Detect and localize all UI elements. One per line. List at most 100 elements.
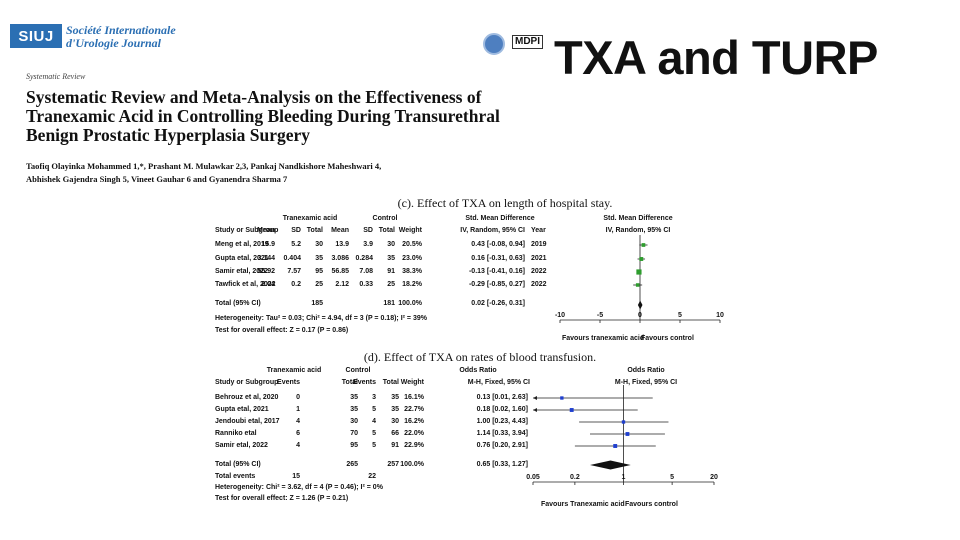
plot-d-cell: 35 [350,394,358,401]
plot-d-point [613,444,618,448]
plot-c-tick-label: 0 [638,312,642,319]
plot-d-cell: 4 [296,418,300,425]
article-title-line3: Benign Prostatic Hyperplasia Surgery [26,125,311,145]
plot-d-cell: 3 [372,394,376,401]
plot-c-point [636,269,642,275]
plot-c-cell: 35 [315,255,323,262]
plot-c-cell: 0.2 [291,281,301,288]
plot-d-cell: 5 [372,430,376,437]
plot-d-col-header: Study or Subgroup [215,379,279,386]
plot-c-point [635,283,640,287]
plot-c-tick-label: 10 [716,312,724,319]
plot-c-cell: Tawfick et al, 2022 [215,281,276,288]
plot-c-cell: 55.92 [257,268,275,275]
plot-c-cell: 38.3% [402,268,422,275]
plot-c-cell: 25 [315,281,323,288]
plot-c-col-header: Mean [331,227,349,234]
plot-c-group1-header: Tranexamic acid [282,215,338,222]
plot-d-cell: 95 [350,442,358,449]
plot-c-col-header: Year [531,227,546,234]
plot-d-tick-label: 0.05 [526,474,540,481]
journal-name-line1: Société Internationale [66,23,176,37]
plot-c-col-header: Mean [257,227,275,234]
plot-c-cell: 0.43 [-0.08, 0.94] [471,241,525,248]
journal-logo: SIUJ [10,24,62,48]
plot-c-cell: 0.404 [283,255,301,262]
plot-c-overall-effect: Test for overall effect: Z = 0.17 (P = 0… [215,327,349,334]
plot-c-cell: Samir etal, 2022 [215,268,268,275]
plot-c-cell: 18.2% [402,281,422,288]
plot-d-cell: 0.76 [0.20, 2.91] [476,442,528,449]
plot-c-heterogeneity: Heterogeneity: Tau² = 0.03; Chi² = 4.94,… [215,315,427,322]
plot-c-total-n1: 185 [311,300,323,307]
plot-d-total-events-label: Total events [215,473,256,480]
plot-c-cell: 7.08 [359,268,373,275]
plot-d-favours-left: Favours Tranexamic acid [541,501,625,508]
plot-d-cell: 30 [350,418,358,425]
plot-c-total-label: Total (95% CI) [215,300,261,307]
plot-c-total-n2: 181 [383,300,395,307]
plot-c-cell: 2022 [531,268,547,275]
plot-d-caption: (d). Effect of TXA on rates of blood tra… [363,350,597,364]
plot-d-cell: 35 [350,406,358,413]
plot-c-tick-label: -5 [597,312,603,319]
plot-d-total-n2: 257 [387,461,399,468]
plot-d-point [625,432,630,436]
article-authors: Taofiq Olayinka Mohammed 1,*, Prashant M… [26,160,566,186]
authors-line1: Taofiq Olayinka Mohammed 1,*, Prashant M… [26,161,382,171]
plot-d-total-events-2: 22 [368,473,376,480]
plot-d-col-header: M-H, Fixed, 95% CI [614,379,678,386]
plot-d-cell: 16.2% [404,418,424,425]
plot-d-total-events-1: 15 [292,473,300,480]
plot-d-summary-diamond [590,460,631,470]
plot-d-cell: 22.0% [404,430,424,437]
plot-c-col-header: Total [306,227,323,234]
plot-c-cell: 3.086 [331,255,349,262]
authors-line2: Abhishek Gajendra Singh 5, Vineet Gauhar… [26,174,288,184]
plot-d-cell: Ranniko etal [215,430,257,437]
plot-d-cell: 1 [296,406,300,413]
plot-c-group2-header: Control [372,215,398,222]
plot-c-cell: 13.9 [335,241,349,248]
plot-d-cell: 1.00 [0.23, 4.43] [476,418,528,425]
plot-c-cell: 0.16 [-0.31, 0.63] [471,255,525,262]
plot-d-cell: 35 [391,394,399,401]
plot-c-cell: 95 [315,268,323,275]
plot-c-cell: -0.29 [-0.85, 0.27] [468,281,525,288]
plot-d-cell: 91 [391,442,399,449]
journal-name-line2: d'Urologie Journal [66,36,162,50]
plot-c-total-weight: 100.0% [398,300,422,307]
plot-d-group2-header: Control [345,367,371,374]
plot-d-cell: 66 [391,430,399,437]
plot-d-cell: 35 [391,406,399,413]
plot-c-caption: (c). Effect of TXA on length of hospital… [397,196,613,210]
plot-c-cell: 15.9 [261,241,275,248]
plot-c-cell: 2021 [531,255,547,262]
plot-d-cell: 22.9% [404,442,424,449]
plot-d-cell: 1.14 [0.33, 3.94] [476,430,528,437]
plot-d-tick-label: 20 [710,474,718,481]
plot-c-cell: 30 [387,241,395,248]
plot-d-cell: 6 [296,430,300,437]
plot-d-col-header: Total [382,379,399,386]
plot-d-col-header: Events [277,379,300,386]
plot-c-cell: 23.0% [402,255,422,262]
plot-c-cell: 3.9 [363,241,373,248]
plot-d-col-header: Total [341,379,358,386]
plot-d-cell: 70 [350,430,358,437]
plot-c-summary-diamond [637,300,643,310]
journal-name: Société Internationale d'Urologie Journa… [66,24,176,50]
plot-d-overall-effect: Test for overall effect: Z = 1.26 (P = 0… [215,495,349,502]
plot-c-col-header: Total [378,227,395,234]
plot-c-cell: 91 [387,268,395,275]
article-type: Systematic Review [26,72,86,81]
plot-c-cell: 35 [387,255,395,262]
plot-d-cell: 22.7% [404,406,424,413]
siu-seal-icon [483,33,505,55]
plot-d-point [621,420,626,424]
plot-d-cell: 0.18 [0.02, 1.60] [476,406,528,413]
plot-d-heterogeneity: Heterogeneity: Chi² = 3.62, df = 4 (P = … [215,484,383,491]
plot-d-cell: 4 [372,418,376,425]
slide-title: TXA and TURP [554,31,878,84]
plot-c-col-header: IV, Random, 95% CI [460,227,525,234]
